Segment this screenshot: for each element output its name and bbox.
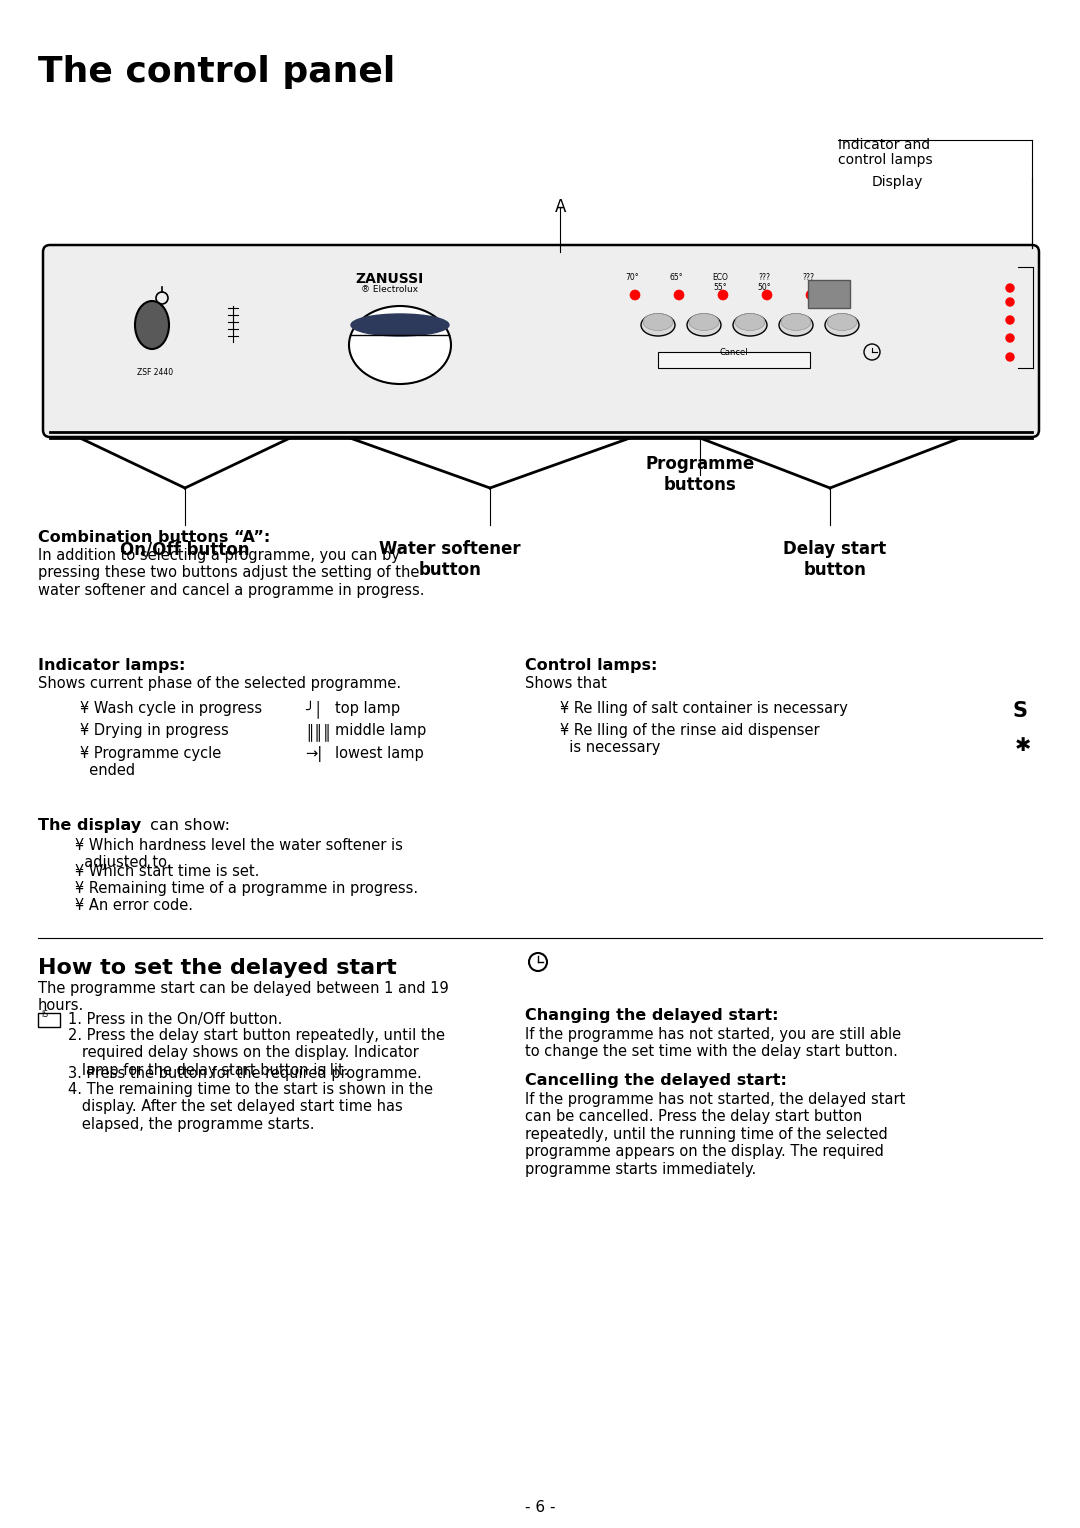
Text: The programme start can be delayed between 1 and 19
hours.: The programme start can be delayed betwe… (38, 981, 449, 1013)
Text: How to set the delayed start: How to set the delayed start (38, 958, 396, 978)
Text: 3. Press the button for the required programme.: 3. Press the button for the required pro… (68, 1067, 422, 1080)
Text: ¥ Re lling of the rinse aid dispenser
  is necessary: ¥ Re lling of the rinse aid dispenser is… (561, 723, 820, 755)
Text: S: S (1012, 701, 1027, 721)
Circle shape (1005, 298, 1014, 306)
Circle shape (1005, 284, 1014, 292)
Text: ✱: ✱ (1015, 736, 1031, 755)
Circle shape (762, 290, 772, 299)
Text: can show:: can show: (145, 817, 230, 833)
Text: Water softener
button: Water softener button (379, 539, 521, 579)
Ellipse shape (687, 313, 721, 336)
Text: ECO
55°: ECO 55° (712, 274, 728, 292)
Text: ¥ Programme cycle
  ended: ¥ Programme cycle ended (80, 746, 221, 778)
Text: Cancelling the delayed start:: Cancelling the delayed start: (525, 1073, 787, 1088)
Text: ZSF 2440: ZSF 2440 (137, 368, 173, 377)
Text: Shows that: Shows that (525, 675, 607, 691)
Ellipse shape (689, 313, 719, 330)
Text: ZANUSSI: ZANUSSI (356, 272, 424, 286)
Text: ╯│: ╯│ (305, 701, 323, 720)
Bar (38, 1013, 60, 1027)
Text: Delay start
button: Delay start button (783, 539, 887, 579)
Text: Indicator and: Indicator and (838, 138, 930, 151)
Text: 2. Press the delay start button repeatedly, until the
   required delay shows on: 2. Press the delay start button repeated… (68, 1028, 445, 1077)
Text: ¥ Which start time is set.: ¥ Which start time is set. (75, 863, 259, 879)
Text: middle lamp: middle lamp (335, 723, 427, 738)
Text: 65°: 65° (670, 274, 683, 283)
Text: ¥ Which hardness level the water softener is
  adjusted to.: ¥ Which hardness level the water softene… (75, 837, 403, 871)
Circle shape (1005, 353, 1014, 361)
Bar (658, 351, 810, 368)
Ellipse shape (781, 313, 811, 330)
Circle shape (1005, 335, 1014, 342)
Circle shape (630, 290, 640, 299)
Text: IS: IS (41, 1010, 48, 1019)
Text: A: A (555, 199, 566, 215)
Ellipse shape (643, 313, 673, 330)
Circle shape (1005, 316, 1014, 324)
Text: ║║║: ║║║ (305, 723, 332, 741)
Text: Display: Display (872, 176, 923, 189)
Text: If the programme has not started, you are still able
to change the set time with: If the programme has not started, you ar… (525, 1027, 901, 1059)
Ellipse shape (827, 313, 858, 330)
Text: Changing the delayed start:: Changing the delayed start: (525, 1008, 779, 1024)
Ellipse shape (825, 313, 859, 336)
Circle shape (674, 290, 684, 299)
Text: top lamp: top lamp (335, 701, 400, 717)
Text: ???: ??? (802, 274, 814, 283)
Text: Indicator lamps:: Indicator lamps: (38, 659, 186, 672)
Text: Shows current phase of the selected programme.: Shows current phase of the selected prog… (38, 675, 401, 691)
Text: control lamps: control lamps (838, 153, 933, 167)
Ellipse shape (733, 313, 767, 336)
Text: ???
50°: ??? 50° (757, 274, 771, 292)
Ellipse shape (351, 313, 449, 336)
Ellipse shape (135, 301, 168, 348)
Text: ¥ Re lling of salt container is necessary: ¥ Re lling of salt container is necessar… (561, 701, 848, 717)
Circle shape (806, 290, 816, 299)
Text: Programme
buttons: Programme buttons (646, 455, 755, 494)
Text: Control lamps:: Control lamps: (525, 659, 658, 672)
Ellipse shape (735, 313, 765, 330)
Text: 4. The remaining time to the start is shown in the
   display. After the set del: 4. The remaining time to the start is sh… (68, 1082, 433, 1132)
Text: Combination buttons “A”:: Combination buttons “A”: (38, 530, 270, 545)
Ellipse shape (349, 306, 451, 384)
Text: - 6 -: - 6 - (525, 1500, 555, 1514)
Circle shape (718, 290, 728, 299)
Text: In addition to selecting a programme, you can by
pressing these two buttons adju: In addition to selecting a programme, yo… (38, 549, 424, 597)
Text: ¥ Wash cycle in progress: ¥ Wash cycle in progress (80, 701, 262, 717)
Text: On/Off button: On/Off button (120, 539, 249, 558)
Text: 70°: 70° (625, 274, 638, 283)
FancyBboxPatch shape (43, 244, 1039, 437)
Ellipse shape (779, 313, 813, 336)
Text: lowest lamp: lowest lamp (335, 746, 423, 761)
Ellipse shape (642, 313, 675, 336)
Bar (808, 280, 850, 309)
Text: →|: →| (305, 746, 322, 762)
Text: ¥ Remaining time of a programme in progress.: ¥ Remaining time of a programme in progr… (75, 882, 418, 895)
Text: If the programme has not started, the delayed start
can be cancelled. Press the : If the programme has not started, the de… (525, 1093, 905, 1177)
Text: The control panel: The control panel (38, 55, 395, 89)
Text: ¥ An error code.: ¥ An error code. (75, 898, 193, 914)
Text: ® Electrolux: ® Electrolux (362, 286, 419, 293)
Text: Cancel: Cancel (719, 348, 748, 358)
Text: 1. Press in the On/Off button.: 1. Press in the On/Off button. (68, 1012, 282, 1027)
Text: The display: The display (38, 817, 141, 833)
Text: ¥ Drying in progress: ¥ Drying in progress (80, 723, 229, 738)
